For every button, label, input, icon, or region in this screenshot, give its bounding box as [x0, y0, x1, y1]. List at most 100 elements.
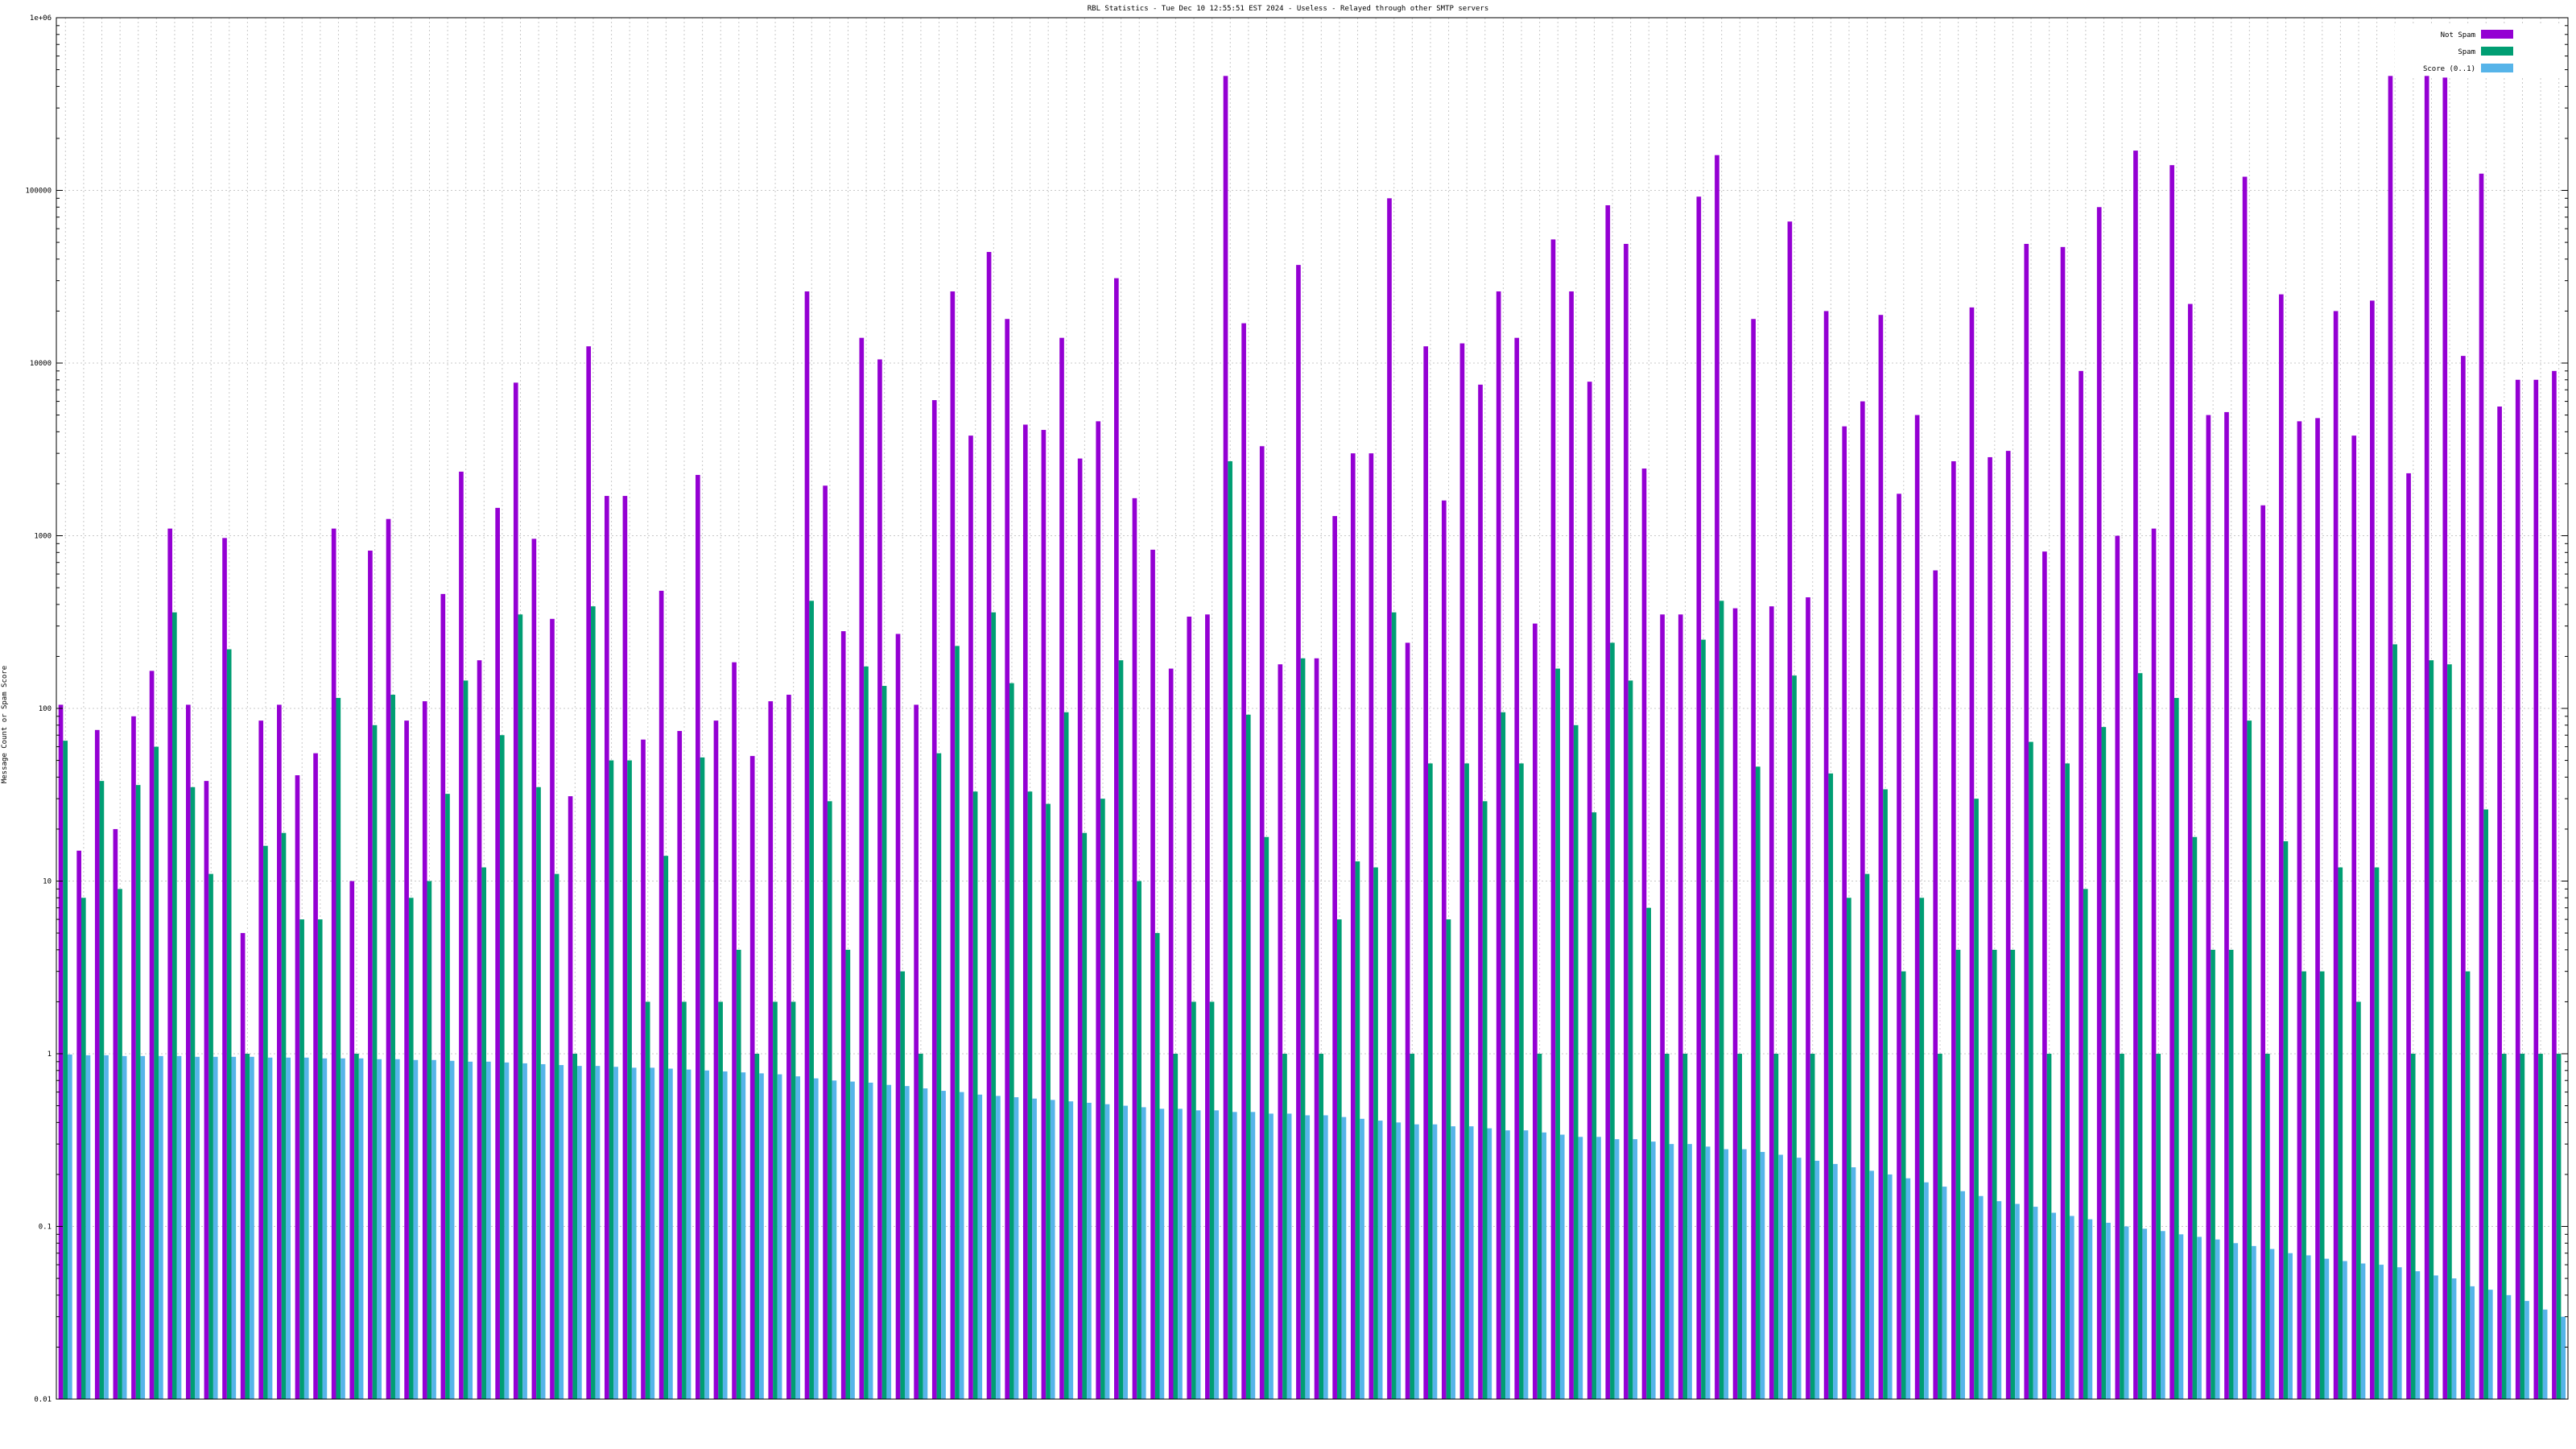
bar-not-spam [1059, 337, 1064, 1400]
bar-not-spam [185, 704, 191, 1399]
bar-not-spam [1332, 516, 1337, 1400]
bar-not-spam [2169, 165, 2174, 1400]
bar-score-0-1 [1159, 1108, 1165, 1399]
bar-not-spam [2315, 418, 2320, 1399]
bar-score-0-1 [522, 1063, 527, 1399]
bar-score-0-1 [905, 1086, 910, 1399]
bar-not-spam [1096, 421, 1101, 1400]
bar-not-spam [877, 359, 882, 1400]
bar-score-0-1 [1123, 1105, 1128, 1399]
bar-score-0-1 [486, 1061, 491, 1399]
bar-spam [2319, 971, 2325, 1399]
bar-spam [1628, 680, 1633, 1399]
bar-not-spam [1951, 460, 1956, 1400]
y-tick-label: 0.1 [39, 1224, 52, 1232]
legend-label: Spam [2458, 48, 2475, 56]
bar-spam [2501, 1054, 2507, 1399]
bar-spam [663, 856, 669, 1399]
bar-score-0-1 [231, 1056, 237, 1399]
y-tick-label: 10 [43, 878, 52, 886]
bar-not-spam [895, 634, 901, 1399]
bar-not-spam [1223, 76, 1228, 1399]
bar-spam [481, 867, 487, 1399]
bar-score-0-1 [303, 1057, 309, 1399]
bar-score-0-1 [650, 1067, 655, 1399]
bar-spam [645, 1001, 650, 1399]
bar-score-0-1 [1505, 1130, 1510, 1399]
bar-spam [845, 949, 851, 1399]
bar-not-spam [1533, 623, 1538, 1399]
bar-not-spam [859, 337, 865, 1400]
bar-spam [427, 881, 432, 1399]
bar-spam [226, 649, 232, 1399]
bar-score-0-1 [1614, 1139, 1620, 1399]
bar-score-0-1 [1487, 1128, 1492, 1399]
bar-spam [135, 785, 141, 1399]
bar-score-0-1 [1360, 1118, 1364, 1399]
bar-score-0-1 [832, 1080, 837, 1399]
bar-score-0-1 [1013, 1097, 1019, 1399]
bar-not-spam [331, 528, 336, 1399]
bar-score-0-1 [1178, 1108, 1183, 1399]
bar-spam [1974, 799, 1979, 1399]
bar-score-0-1 [1068, 1101, 1074, 1399]
bar-score-0-1 [741, 1072, 746, 1399]
bar-score-0-1 [1687, 1144, 1692, 1399]
bar-spam [2465, 971, 2471, 1399]
bar-not-spam [2424, 76, 2429, 1399]
bar-spam [2137, 673, 2143, 1399]
bar-score-0-1 [850, 1081, 855, 1399]
bar-score-0-1 [1414, 1124, 1419, 1399]
bar-spam [2247, 720, 2252, 1399]
bar-spam [2301, 971, 2306, 1399]
bar-score-0-1 [2360, 1263, 2366, 1399]
bar-score-0-1 [2051, 1212, 2057, 1399]
bar-not-spam [58, 704, 64, 1399]
legend-label: Not Spam [2441, 31, 2475, 39]
bar-not-spam [1187, 616, 1192, 1399]
bar-score-0-1 [2470, 1286, 2475, 1399]
bar-spam [627, 760, 632, 1399]
bar-score-0-1 [2524, 1301, 2529, 1399]
bar-spam [1373, 867, 1378, 1399]
bar-score-0-1 [2161, 1231, 2165, 1399]
bar-spam [518, 614, 523, 1399]
bar-not-spam [2224, 411, 2229, 1400]
bar-not-spam [1350, 453, 1356, 1399]
bar-not-spam [1278, 664, 1283, 1399]
bar-spam [99, 781, 105, 1399]
bar-spam [572, 1054, 578, 1399]
bar-spam [2429, 660, 2434, 1399]
bar-score-0-1 [358, 1058, 364, 1399]
bar-spam [1901, 971, 1906, 1399]
bar-spam [1737, 1054, 1743, 1399]
bar-score-0-1 [1924, 1182, 1929, 1399]
bar-score-0-1 [886, 1084, 892, 1399]
bar-score-0-1 [2434, 1275, 2438, 1399]
bar-score-0-1 [722, 1071, 728, 1399]
bar-score-0-1 [341, 1058, 345, 1399]
axis-layer: 0.01 0.1 1 10 100 1000 10000 100000 1e+06 [25, 14, 2569, 1404]
bar-not-spam [1259, 446, 1265, 1399]
bar-score-0-1 [1032, 1098, 1037, 1399]
bar-not-spam [1005, 319, 1010, 1400]
bar-spam [63, 741, 68, 1399]
bar-spam [1355, 861, 1360, 1399]
bar-score-0-1 [1633, 1139, 1638, 1399]
bar-score-0-1 [795, 1076, 801, 1399]
bar-score-0-1 [2506, 1294, 2512, 1399]
bar-score-0-1 [1942, 1187, 1947, 1399]
bar-score-0-1 [2415, 1271, 2421, 1399]
bar-spam [2338, 867, 2343, 1399]
bar-score-0-1 [2379, 1265, 2384, 1399]
bar-score-0-1 [449, 1060, 455, 1399]
bar-not-spam [604, 496, 609, 1399]
bar-score-0-1 [1050, 1100, 1055, 1399]
bar-not-spam [113, 828, 118, 1399]
bar-not-spam [2552, 370, 2557, 1400]
bar-spam [445, 794, 450, 1399]
bar-score-0-1 [2106, 1222, 2111, 1399]
bar-score-0-1 [686, 1069, 691, 1399]
bar-score-0-1 [2288, 1253, 2293, 1399]
bar-spam [1300, 658, 1306, 1399]
